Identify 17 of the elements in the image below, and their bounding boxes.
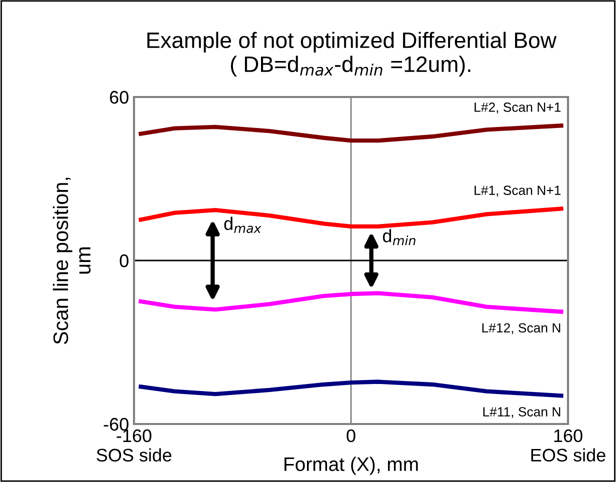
y-tick-label: -60: [104, 418, 128, 431]
chart-title: Example of not optimized Differential Bow ( DB=d$_{max}$-d$_{min}$ =12um).: [147, 32, 557, 76]
x-tick-label: 160 EOS side: [531, 429, 606, 462]
series-label: L#2, Scan N+1: [474, 102, 561, 114]
series-label: L#11, Scan N: [483, 407, 560, 418]
x-axis-title: Format (X), mm: [284, 456, 418, 475]
annotation: d$_{max}$: [224, 216, 262, 234]
annotation: d$_{min}$: [382, 229, 416, 246]
line-series: [138, 380, 564, 398]
x-tick-label: 0: [346, 429, 356, 442]
y-axis-title: Scan line position, um: [52, 178, 91, 344]
line-series: [138, 291, 564, 314]
series-label: L#12, Scan N: [482, 323, 560, 334]
y-tick-label: 60: [110, 90, 128, 104]
series-label: L#1, Scan N+1: [474, 186, 561, 197]
y-tick-label: 0: [120, 254, 128, 268]
line-series: [138, 124, 564, 143]
